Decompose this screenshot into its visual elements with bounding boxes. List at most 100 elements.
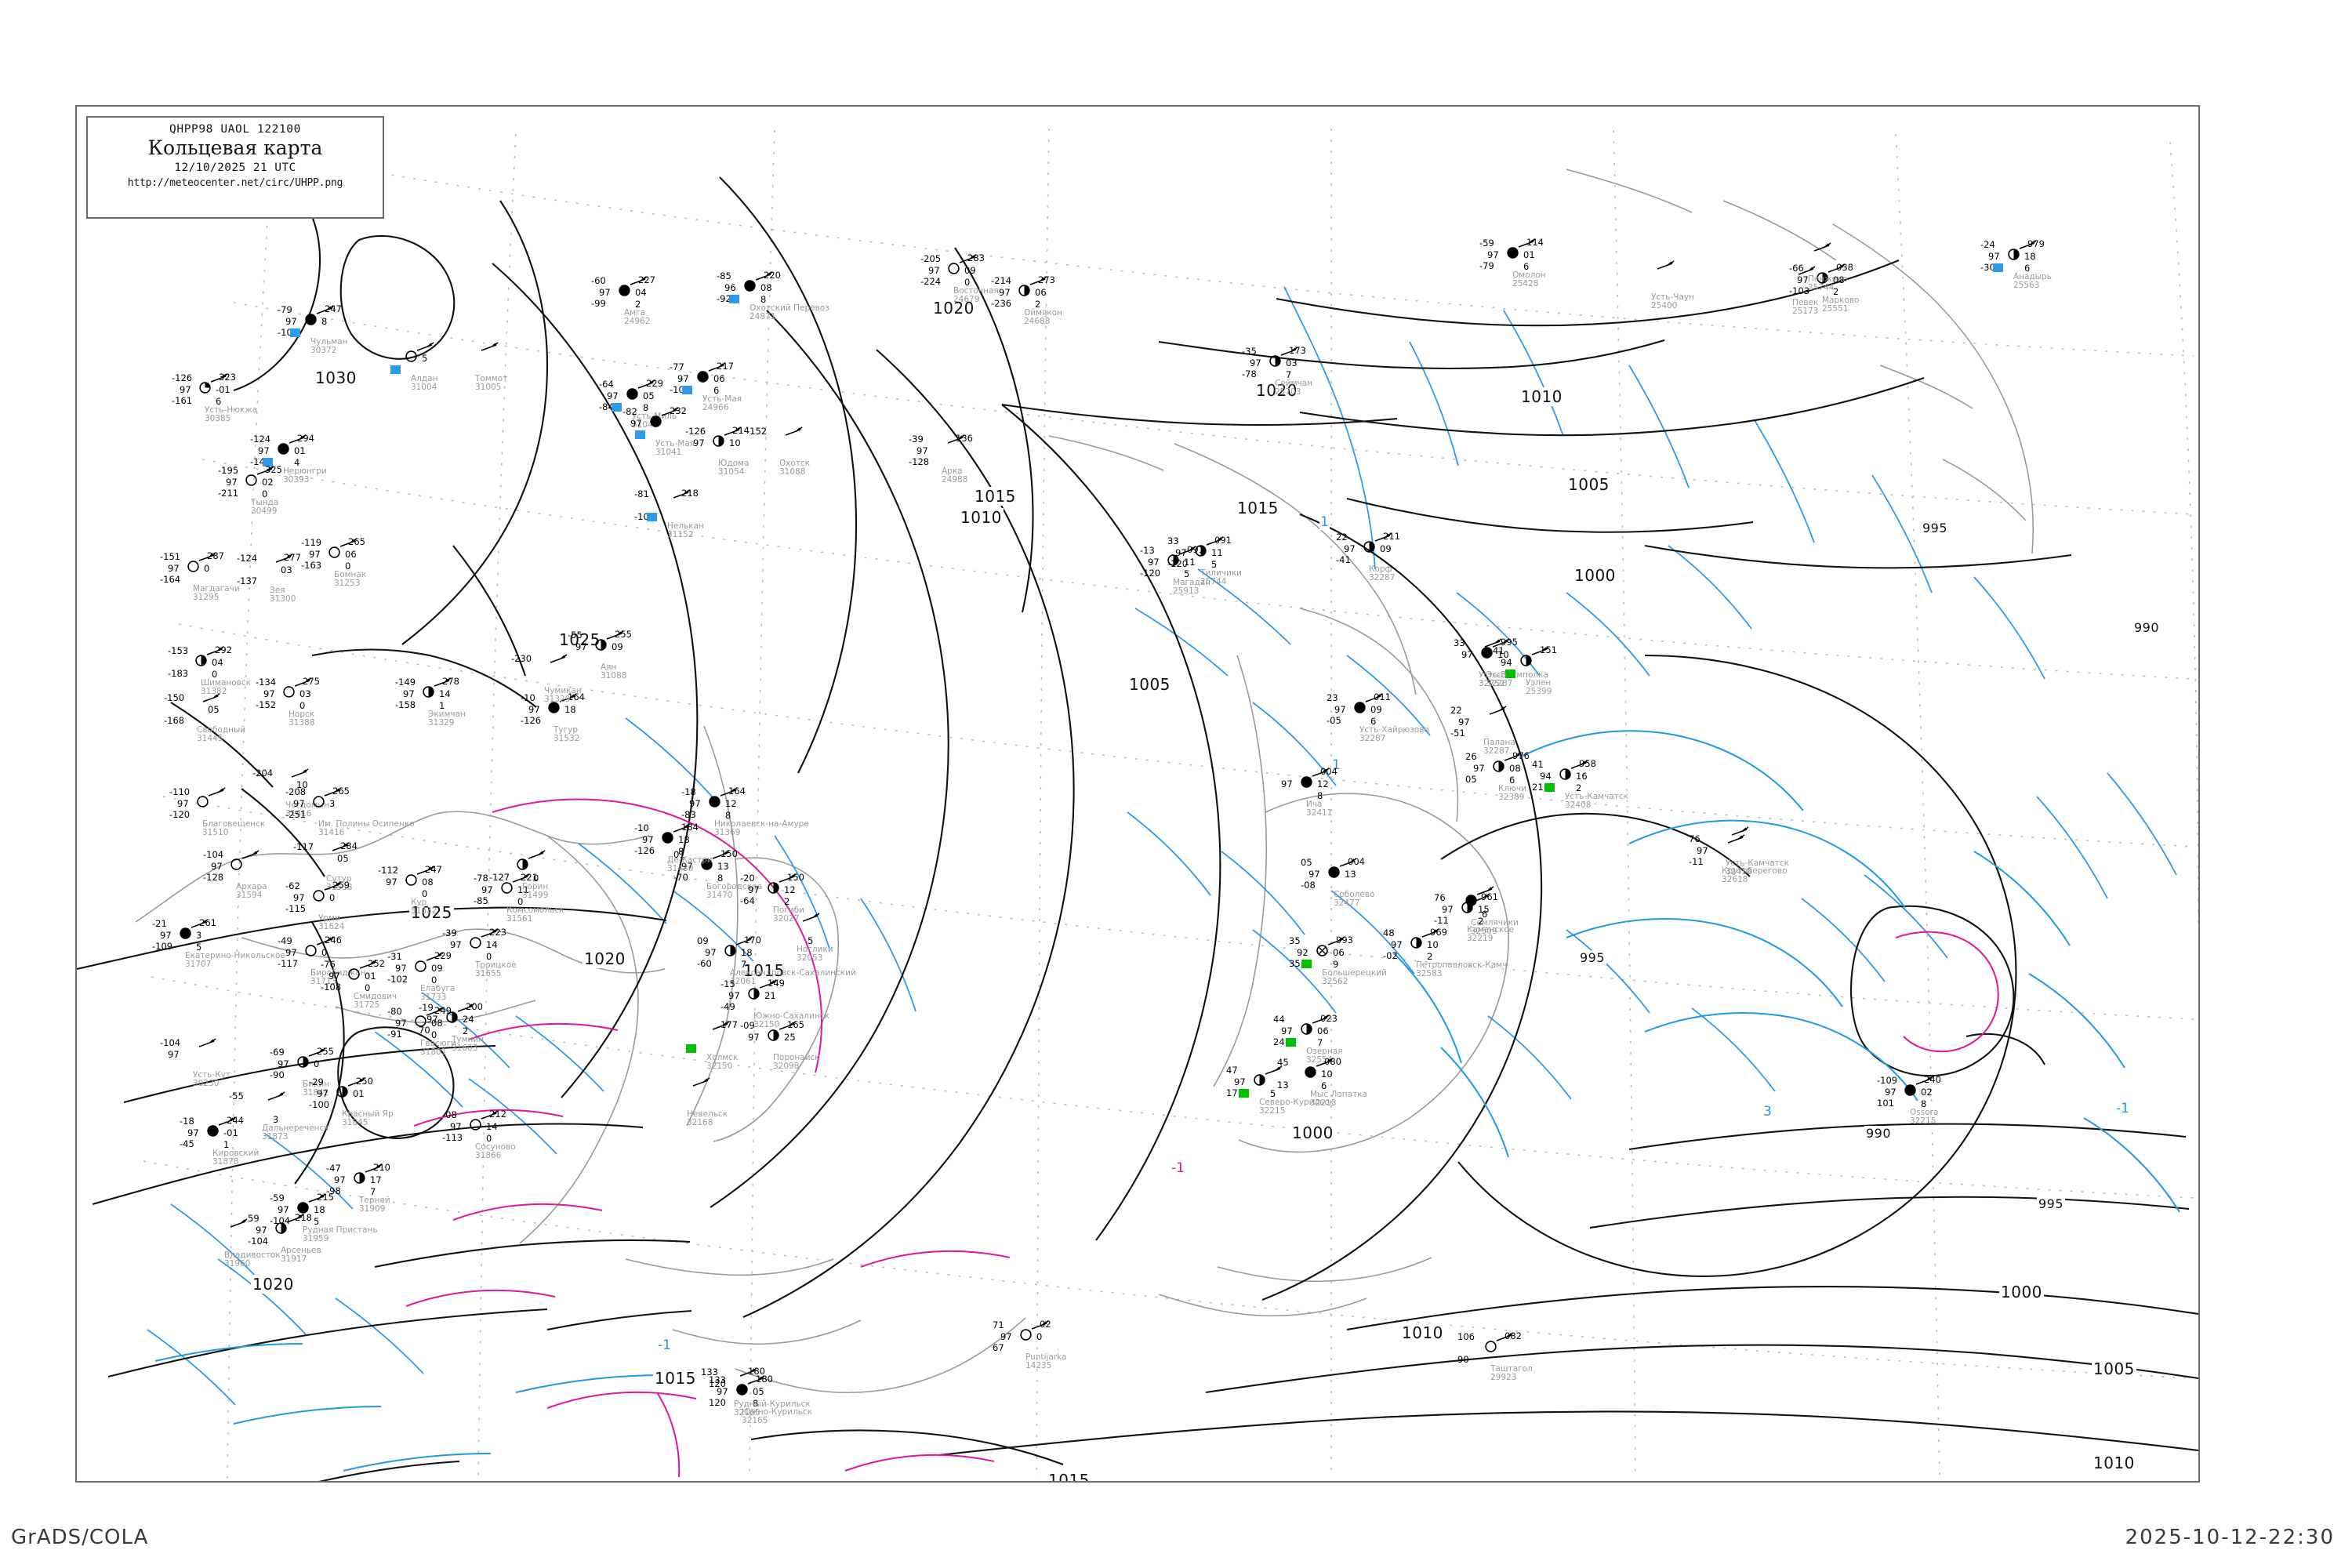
sky-cover-icon — [516, 858, 529, 874]
station-plot[interactable]: -69 97 -90 255 0 Бикин 31842 — [270, 1046, 334, 1098]
station-plot[interactable]: 41 94 151 Уэлен 25399 — [1493, 644, 1557, 696]
tendency: 11 — [1211, 547, 1223, 558]
weather-code: 7 — [1317, 1037, 1323, 1048]
weather-code: 6 — [2024, 263, 2031, 274]
temperature: 23 — [1327, 692, 1338, 703]
station-id: 31088 — [601, 671, 627, 681]
station-plot[interactable]: -124 -137 277 03 Зея 31300 — [237, 552, 301, 604]
sky-cover-icon — [1363, 540, 1376, 557]
station-plot[interactable]: -09 97 165 25 Поронайск 32098 — [740, 1019, 820, 1071]
station-plot[interactable]: -55 97 255 09 Аян 31088 — [568, 629, 632, 681]
station-plot[interactable]: 05 97 -08 004 13 Соболево 32477 — [1301, 856, 1374, 908]
station-plot[interactable]: -230 Чумикан 31329 — [511, 653, 582, 704]
station-plot[interactable]: -117 284 05 Сутур 31538 — [293, 840, 358, 892]
station-plot[interactable]: 5 Ноглики 32053 — [790, 913, 833, 963]
station-plot[interactable]: -18 97 -45 244 -01 1 Кировский 31878 — [180, 1115, 259, 1167]
wind-barb-icon — [1472, 893, 1493, 909]
weather-code: 5 — [808, 935, 814, 946]
station-plot[interactable]: 45 13 080 10 6 Мыс Лопатка 32213 — [1277, 1056, 1367, 1108]
station-plot[interactable]: -59 97 -79 114 01 6 Омолон 25428 — [1479, 237, 1546, 289]
station-plot[interactable]: 44 97 24 023 06 7 Озерная 32554 — [1273, 1013, 1343, 1065]
precip-snow-marker — [635, 430, 645, 439]
tendency: 0 — [204, 563, 210, 574]
station-plot[interactable]: -127 0 Горин 31499 — [489, 850, 548, 900]
sky-cover-icon — [312, 889, 325, 906]
station-plot[interactable]: 26 97 05 976 08 6 Ключи 32389 — [1465, 750, 1530, 802]
station-name: Усть-Камчатск 32408 — [1565, 792, 1628, 810]
station-plot[interactable]: -19 97 70 200 24 2 Тумнин 31603 — [419, 1001, 484, 1053]
station-name: Рудный-Курильск 32165 — [734, 1399, 811, 1417]
station-plot[interactable]: 47 97 17 5 Северо-Курильск 32215 — [1226, 1065, 1334, 1116]
station-plot[interactable]: -66 97 -103 038 08 2 Марково 25551 — [1789, 262, 1860, 314]
station-plot[interactable]: -204 10 Чегдомын 31416 — [252, 768, 329, 818]
station-plot[interactable]: -153 -183 292 04 0 Шимановск 31382 — [168, 644, 251, 696]
weather-code: 5 — [1184, 568, 1190, 579]
station-name-label: Свободный — [197, 725, 246, 735]
station-plot[interactable]: -205 97 -224 283 09 0 Восточная 24679 — [920, 252, 999, 304]
source-url[interactable]: http://meteocenter.net/circ/UHPP.png — [127, 177, 343, 190]
station-plot[interactable]: -31 97 -102 229 09 0 Елабуга 31733 — [387, 950, 455, 1002]
dewpoint: -85 — [474, 895, 488, 906]
station-name-label: Бикин — [303, 1080, 330, 1089]
station-plot[interactable]: 97 004 12 8 Ича 32411 — [1281, 766, 1338, 818]
station-plot[interactable]: Усть-Камчатск 32418 — [1719, 826, 1789, 877]
station-plot[interactable]: -10 97 -126 164 18 Тугур 31532 — [521, 691, 585, 743]
isotherm-label: 3 — [1762, 1104, 1773, 1120]
station-plot[interactable]: Владивосток 31960 — [218, 1218, 281, 1269]
wind-barb-icon — [1531, 646, 1552, 662]
temperature: -104 — [203, 849, 224, 860]
station-plot[interactable]: -76 97 -108 252 01 0 Смидович 31725 — [321, 958, 397, 1010]
station-plot[interactable]: -24 97 -30 979 18 6 Анадырь 25563 — [1980, 238, 2052, 290]
station-plot[interactable]: -20 97 -64 150 12 2 Погиби 32027 — [740, 872, 804, 924]
station-plot[interactable]: Томмот 31005 — [469, 342, 507, 392]
wind-barb-icon — [359, 960, 379, 975]
wind-barb-icon — [739, 1367, 760, 1383]
isobar-label: 1005 — [1566, 475, 1611, 494]
tendency: 14 — [486, 1121, 498, 1132]
station-plot[interactable]: -124 97 -144 294 01 4 Нерюнгри 30393 — [250, 433, 327, 485]
station-plot[interactable]: -80 97 -91 249 08 0 Гвасюги 31801 — [387, 1005, 456, 1057]
station-id: 31866 — [475, 1151, 502, 1161]
station-name: Чегдомын 31416 — [285, 800, 329, 818]
station-id: 31470 — [706, 891, 733, 901]
station-name: Ключи 32389 — [1498, 784, 1526, 802]
station-plot[interactable]: 177 Холмск 32150 — [686, 1019, 738, 1071]
station-plot[interactable]: -21 97 -109 261 3 5 Екатерино-Никольское 31707 — [152, 917, 285, 969]
wind-barb-icon — [457, 1003, 477, 1018]
dewpoint: -115 — [285, 903, 307, 914]
pressure: 246 — [325, 935, 342, 946]
station-plot[interactable]: -82 97 232 Усть-Мая 31041 — [622, 405, 695, 457]
station-plot[interactable]: 01 97 -70 150 13 8 Богородское 31470 — [673, 848, 762, 900]
station-plot[interactable]: -126 97 214 10 Юдома 31054 — [685, 425, 750, 477]
station-name: Оймякон 24688 — [1024, 308, 1062, 326]
pressure: 091 — [1214, 535, 1232, 546]
synoptic-map[interactable]: 1020 1020 1015 1015 1010 1010 1005 1005 1000 995 9… — [75, 105, 2200, 1483]
pressure: 164 — [728, 786, 746, 797]
station-plot[interactable]: -78 97 -85 221 11 0 Комсомольск 31561 — [474, 872, 564, 924]
station-plot[interactable]: -39 97 -128 136 Аркa 24988 — [909, 433, 973, 485]
station-plot[interactable]: 22 97 -51 Палана 32287 — [1450, 705, 1515, 756]
station-name: Уэлен 25399 — [1526, 678, 1552, 696]
wind-barb-icon — [1206, 536, 1226, 552]
station-plot[interactable]: -47 97 -98 210 17 7 Терней 31909 — [326, 1162, 390, 1214]
station-plot[interactable]: 23 97 -05 011 09 6 Усть-Хайрюзово 32287 — [1327, 691, 1429, 743]
station-name: Владивосток 31960 — [224, 1250, 281, 1269]
pressure: 218 — [295, 1212, 312, 1223]
station-plot[interactable]: Певек 25173 — [1786, 266, 1818, 316]
station-plot[interactable]: -79 97 -104 247 8 Чульман 30372 — [278, 303, 348, 355]
station-plot[interactable]: 106 90 082 Таштагол 29923 — [1457, 1330, 1533, 1382]
station-plot[interactable]: -134 97 -152 275 03 0 Норск 31388 — [256, 676, 320, 728]
station-id: 30393 — [283, 475, 310, 485]
station-plot[interactable]: -149 97 -158 278 14 1 Экимчан 31329 — [395, 676, 466, 728]
sky-cover-icon — [696, 370, 710, 387]
station-plot[interactable]: 59 97 -104 218 Арсеньев 31917 — [248, 1212, 321, 1264]
tendency: 10 — [1497, 649, 1509, 660]
dewpoint: -91 — [387, 1029, 402, 1040]
pressure: 273 — [1038, 274, 1055, 285]
precip-snow-marker — [1993, 263, 2003, 272]
weather-code: 0 — [486, 951, 492, 962]
station-name-label: Томмот — [475, 374, 508, 383]
station-plot[interactable]: -60 97 -99 227 04 2 Амга 24962 — [591, 274, 655, 326]
isotherm-label: 1 — [1331, 757, 1341, 773]
station-plot[interactable]: -152 Охотск 31088 — [746, 426, 810, 477]
